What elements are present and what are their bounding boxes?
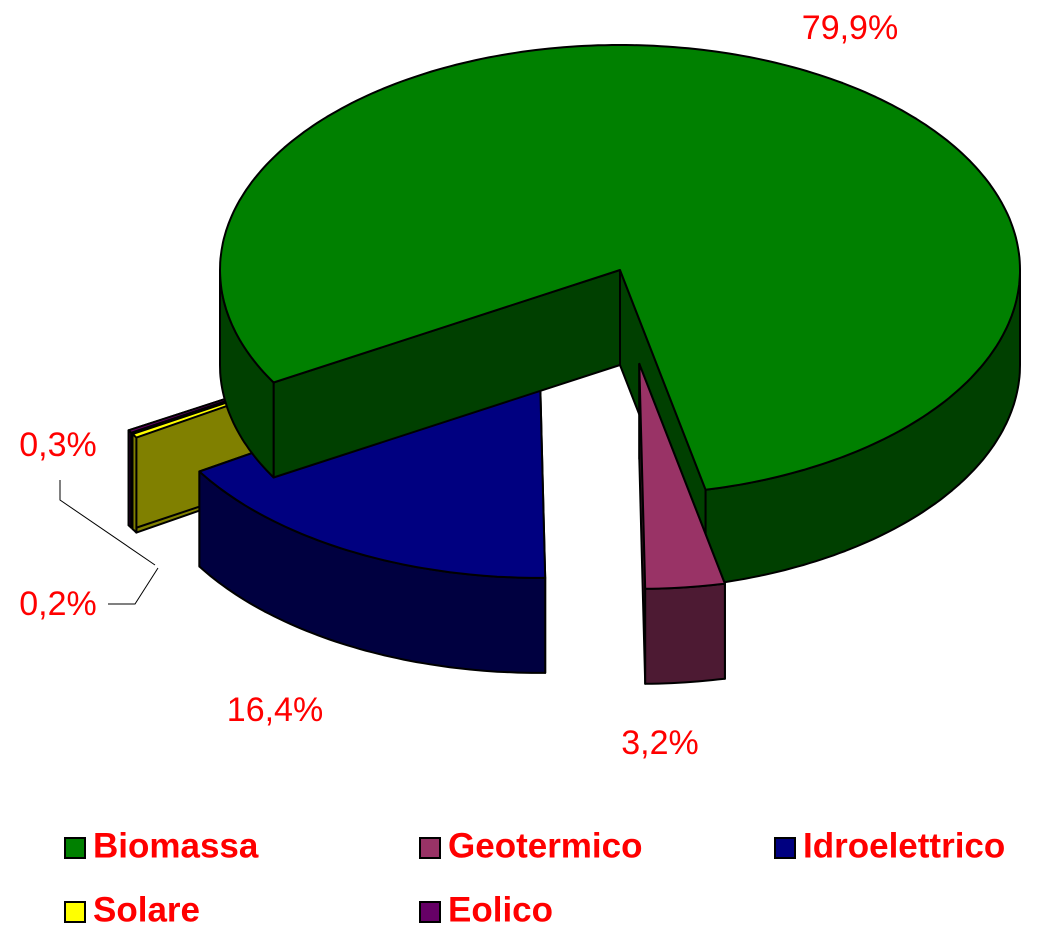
data-label: 16,4% xyxy=(227,691,323,729)
legend-swatch xyxy=(774,837,796,859)
legend-swatch xyxy=(419,837,441,859)
legend-label: Idroelettrico xyxy=(803,826,1005,865)
legend-label: Geotermico xyxy=(448,826,643,865)
leader-line xyxy=(59,480,156,566)
data-label: 79,9% xyxy=(802,9,898,47)
leader-line xyxy=(108,567,159,605)
data-label: 0,3% xyxy=(19,426,97,464)
slice-wall xyxy=(644,582,726,685)
slice-wall xyxy=(131,433,138,534)
legend-swatch xyxy=(64,901,86,923)
legend-swatch xyxy=(64,837,86,859)
slice-wall xyxy=(127,429,133,529)
slice xyxy=(219,44,1021,491)
legend-swatch xyxy=(419,901,441,923)
legend-label: Eolico xyxy=(448,890,553,929)
slice xyxy=(638,362,726,590)
data-label: 0,2% xyxy=(19,585,97,623)
legend-label: Solare xyxy=(93,890,200,929)
data-label: 3,2% xyxy=(621,724,699,762)
legend-label: Biomassa xyxy=(93,826,259,865)
